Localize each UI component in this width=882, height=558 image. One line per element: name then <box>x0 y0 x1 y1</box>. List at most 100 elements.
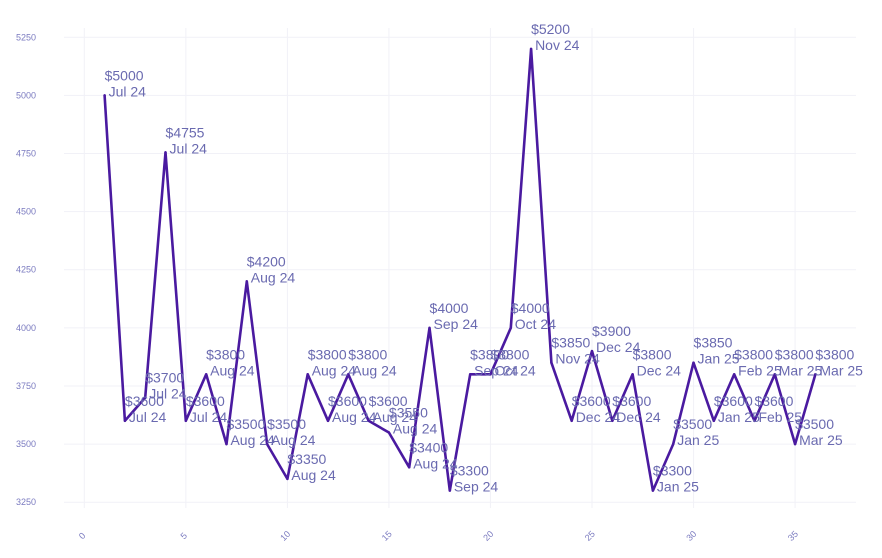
data-label-price: $4200 <box>247 253 286 269</box>
data-label-price: $3500 <box>267 416 306 432</box>
y-tick-label: 4500 <box>16 207 36 217</box>
x-tick-label: 5 <box>178 531 189 542</box>
series-layer <box>103 47 817 492</box>
data-label-price: $3900 <box>592 323 631 339</box>
grid-layer <box>64 28 856 508</box>
data-label-month: Jan 25 <box>677 432 719 448</box>
y-tick-label: 5250 <box>16 32 36 42</box>
data-label-price: $3800 <box>490 346 529 362</box>
x-tick-label: 20 <box>481 529 495 543</box>
data-point <box>204 373 208 376</box>
series-line <box>103 47 817 492</box>
data-label-price: $5200 <box>531 21 570 37</box>
data-label-month: Jul 24 <box>170 140 208 156</box>
data-label-month: Jul 24 <box>149 386 187 402</box>
data-point <box>184 419 188 423</box>
data-label-price: $3600 <box>369 393 408 409</box>
data-label-price: $3800 <box>775 346 814 362</box>
data-label-price: $3800 <box>470 346 509 362</box>
data-point <box>164 151 167 154</box>
y-tick-label: 3250 <box>16 497 36 507</box>
data-point <box>529 47 533 51</box>
data-point <box>103 94 106 97</box>
data-label-price: $4755 <box>166 124 205 140</box>
data-label-price: $4000 <box>430 300 469 316</box>
y-tick-label: 4000 <box>16 323 36 333</box>
x-tick-label: 30 <box>684 529 698 543</box>
data-label-price: $3500 <box>795 416 834 432</box>
data-label-month: Aug 24 <box>373 409 418 425</box>
data-point <box>326 419 330 423</box>
data-label-price: $3600 <box>714 393 753 409</box>
data-point <box>408 466 411 469</box>
data-label-price: $5000 <box>105 67 144 83</box>
data-point <box>306 373 309 376</box>
data-label-price: $3550 <box>389 404 428 420</box>
data-point <box>570 419 573 423</box>
data-point <box>672 442 675 446</box>
y-tick-label: 4750 <box>16 149 36 159</box>
data-point <box>489 373 492 376</box>
data-label-month: Dec 24 <box>576 409 621 425</box>
data-point <box>225 442 228 446</box>
x-tick-label: 35 <box>786 529 800 543</box>
data-point <box>631 373 634 376</box>
data-label-month: Aug 24 <box>230 432 275 448</box>
y-tick-label: 3500 <box>16 439 36 449</box>
data-label-month: Nov 24 <box>555 351 600 367</box>
data-label-price: $3500 <box>673 416 712 432</box>
data-label-month: Mar 25 <box>779 362 823 378</box>
data-point <box>753 419 756 423</box>
data-point <box>245 280 248 283</box>
y-tick-label: 5000 <box>16 90 36 100</box>
data-label-month: Jul 24 <box>190 409 228 425</box>
data-label-price: $3300 <box>450 463 489 479</box>
data-point <box>347 373 350 376</box>
data-point <box>651 489 655 492</box>
data-label-month: Sep 24 <box>474 362 519 378</box>
data-label-month: Feb 25 <box>738 362 782 378</box>
data-label-month: Aug 24 <box>413 455 458 471</box>
data-label-month: Dec 24 <box>596 339 641 355</box>
data-label-price: $3800 <box>815 346 854 362</box>
data-point <box>732 373 736 376</box>
x-axis-ticks: 0 5 10 15 20 25 30 35 <box>77 529 800 543</box>
data-label-month: Mar 25 <box>799 432 843 448</box>
data-point <box>468 373 472 376</box>
data-label-month: Aug 24 <box>332 409 377 425</box>
data-label-price: $4000 <box>511 300 550 316</box>
data-label-price: $3350 <box>287 451 326 467</box>
data-label-month: Jul 24 <box>109 83 147 99</box>
data-label-month: Mar 25 <box>819 362 863 378</box>
data-point <box>590 349 594 353</box>
data-point <box>144 396 147 399</box>
data-label-price: $3400 <box>409 439 448 455</box>
data-label-month: Aug 24 <box>210 362 255 378</box>
x-tick-label: 25 <box>583 529 597 543</box>
data-point <box>692 361 695 364</box>
data-label-month: Nov 24 <box>535 37 580 53</box>
data-label-price: $3800 <box>633 346 672 362</box>
data-label-price: $3600 <box>754 393 793 409</box>
data-label-month: Jan 25 <box>718 409 760 425</box>
x-tick-label: 10 <box>278 529 292 543</box>
data-label-price: $3850 <box>694 335 733 351</box>
data-label-price: $3600 <box>125 393 164 409</box>
data-point <box>611 419 614 423</box>
data-point <box>448 489 452 492</box>
data-label-month: Dec 24 <box>616 409 661 425</box>
data-label-month: Jan 25 <box>698 351 740 367</box>
data-label-price: $3800 <box>734 346 773 362</box>
data-label-month: Dec 24 <box>637 362 682 378</box>
data-label-price: $3500 <box>226 416 265 432</box>
data-label-month: Jan 25 <box>657 479 699 495</box>
y-tick-label: 4250 <box>16 265 36 275</box>
data-label-month: Feb 25 <box>758 409 802 425</box>
data-label-month: Aug 24 <box>271 432 316 448</box>
data-label-price: $3600 <box>612 393 651 409</box>
data-label-month: Aug 24 <box>393 420 438 436</box>
data-label-price: $3800 <box>206 346 245 362</box>
data-point <box>123 419 127 423</box>
